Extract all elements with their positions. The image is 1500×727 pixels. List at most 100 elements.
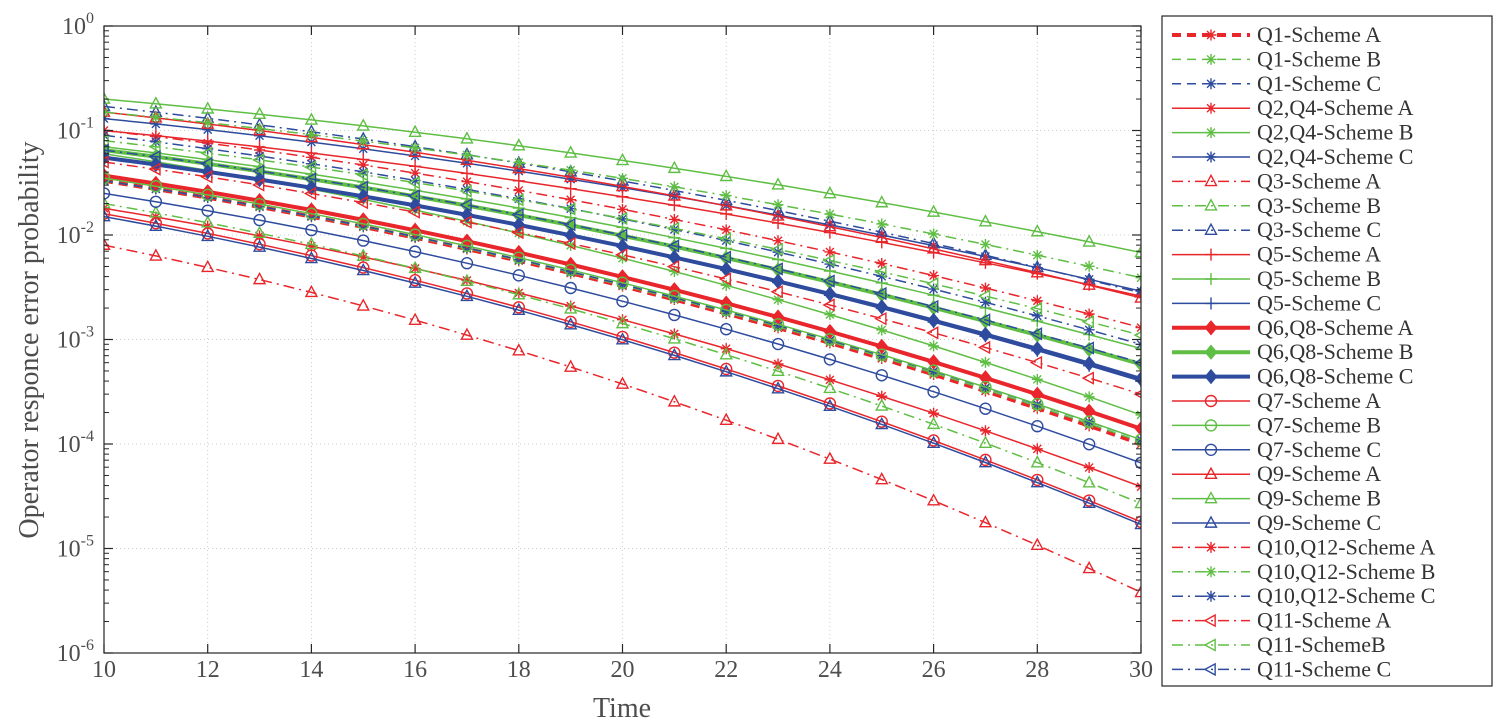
data-point [459, 215, 472, 229]
legend-label: Q9-Scheme B [1257, 486, 1381, 511]
data-point [512, 301, 525, 314]
data-point [824, 309, 836, 321]
data-point [771, 381, 785, 394]
x-tick-label: 12 [196, 657, 220, 683]
data-point [978, 515, 993, 528]
data-point [668, 199, 681, 212]
legend-label: Q9-Scheme A [1257, 461, 1381, 486]
data-point [104, 143, 109, 157]
data-point [772, 320, 784, 332]
data-point [1134, 495, 1141, 509]
data-point [565, 164, 577, 176]
data-point [201, 215, 215, 228]
series-17 [104, 171, 1141, 446]
y-tick-label: 10-1 [57, 115, 94, 145]
data-point [1031, 420, 1044, 433]
data-point [979, 425, 991, 437]
x-tick-labels: 10 12 14 16 18 20 22 24 26 28 30 [92, 657, 1153, 683]
data-point [926, 326, 939, 340]
legend-marker [1203, 613, 1216, 628]
data-point [666, 259, 680, 274]
data-point [1031, 373, 1043, 385]
data-point [512, 251, 525, 264]
legend-entry: Q7-Scheme B [1172, 412, 1381, 437]
data-point [1083, 391, 1095, 403]
data-point [823, 186, 837, 199]
data-point [1031, 295, 1043, 307]
data-point [615, 152, 630, 166]
data-point [460, 257, 474, 270]
legend-marker [1204, 515, 1218, 528]
data-point [771, 337, 785, 351]
data-point [461, 157, 473, 169]
x-tick-label: 16 [403, 657, 427, 683]
x-tick-label: 24 [818, 657, 842, 683]
data-point [720, 323, 733, 336]
data-point [876, 229, 888, 241]
data-point [617, 203, 628, 215]
data-point [104, 171, 111, 185]
data-point [1134, 516, 1141, 530]
data-point [1082, 415, 1096, 428]
data-point [874, 286, 887, 301]
data-point [718, 272, 732, 286]
legend-entry: Q11-SchemeB [1172, 632, 1386, 657]
legend-marker [1204, 344, 1218, 360]
legend-entry: Q10,Q12-Scheme A [1172, 534, 1436, 559]
data-point [823, 353, 837, 366]
legend-marker [1204, 198, 1218, 211]
data-point [667, 160, 682, 174]
legend-marker [1205, 590, 1217, 602]
data-point [304, 284, 319, 298]
data-point [459, 184, 472, 198]
data-point [513, 193, 525, 205]
data-point [565, 203, 577, 215]
data-point [668, 265, 680, 277]
series-21 [104, 209, 1141, 530]
data-point [668, 289, 681, 303]
data-point [304, 112, 319, 125]
data-point [926, 493, 941, 506]
data-point [720, 190, 732, 202]
data-point [253, 197, 266, 211]
data-point [719, 198, 733, 211]
data-point [512, 343, 526, 356]
data-point [876, 218, 888, 230]
data-point [1134, 421, 1141, 437]
data-point [1082, 495, 1096, 509]
data-point [357, 159, 369, 171]
data-point [408, 275, 422, 288]
data-point [150, 118, 162, 130]
data-point [978, 455, 993, 468]
legend-entry: Q5-Scheme B [1172, 266, 1381, 291]
data-point [409, 174, 421, 186]
data-point [149, 205, 163, 218]
data-point [1030, 537, 1044, 551]
legend-label: Q5-Scheme A [1257, 242, 1381, 267]
data-point [875, 348, 888, 361]
legend-label: Q10,Q12-Scheme A [1257, 534, 1436, 559]
y-tick-labels: 100 10-1 10-2 10-3 10-4 10-5 10-6 [57, 10, 94, 667]
data-point [200, 170, 213, 184]
data-point [1134, 285, 1141, 298]
data-point [408, 245, 422, 258]
legend-entry: Q11-Scheme A [1172, 608, 1391, 633]
data-point [355, 180, 369, 194]
data-point [253, 213, 266, 227]
data-point [1134, 456, 1141, 470]
legend-entry: Q5-Scheme C [1172, 290, 1381, 315]
data-point [876, 350, 888, 362]
data-point [1030, 265, 1044, 278]
legend-marker [1203, 638, 1216, 652]
legend-marker [1204, 419, 1218, 432]
data-point [979, 250, 991, 262]
data-point [928, 283, 940, 295]
x-axis-title: Time [593, 693, 651, 724]
data-point [460, 233, 474, 249]
data-point [875, 416, 889, 430]
data-point [512, 174, 525, 187]
data-point [201, 259, 215, 273]
data-point [1029, 355, 1043, 370]
data-point [408, 222, 422, 238]
